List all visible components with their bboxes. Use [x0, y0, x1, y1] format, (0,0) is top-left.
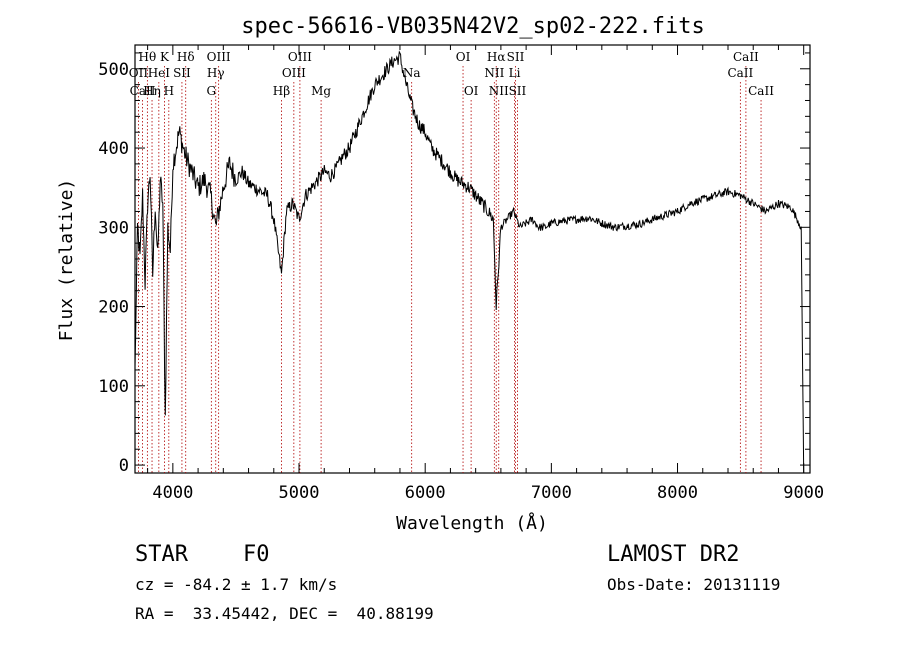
line-label: Mg: [311, 84, 331, 98]
line-label: Hδ: [177, 50, 195, 64]
y-tick-label: 400: [98, 139, 129, 159]
x-axis-label: Wavelength (Å): [396, 512, 548, 534]
line-marker-group: [138, 66, 762, 473]
y-tick-label: 200: [98, 298, 129, 318]
line-label: OIII: [282, 66, 306, 80]
line-label: SII: [507, 50, 525, 64]
line-label: Na: [403, 66, 421, 80]
chart-title: spec-56616-VB035N42V2_sp02-222.fits: [241, 14, 705, 39]
line-label: CaII: [727, 66, 753, 80]
x-tick-label: 6000: [405, 483, 446, 503]
plot-frame: [134, 44, 811, 474]
line-label: Hθ: [139, 50, 157, 64]
line-label: OIII: [288, 50, 312, 64]
line-label: H: [164, 84, 174, 98]
line-label: Li: [509, 66, 521, 80]
line-label: OII: [129, 66, 149, 80]
line-label: Hη: [143, 84, 161, 98]
x-tick-label: 8000: [657, 483, 698, 503]
redshift-text: cz = -84.2 ± 1.7 km/s: [135, 575, 337, 594]
object-subclass: F0: [243, 542, 270, 567]
coordinates-text: RA = 33.45442, DEC = 40.88199: [135, 604, 434, 623]
line-label: SII: [509, 84, 527, 98]
line-label: K: [160, 50, 170, 64]
line-label: OI: [456, 50, 471, 64]
line-label: HeI: [148, 66, 171, 80]
y-tick-label: 300: [98, 218, 129, 238]
line-label: Hβ: [273, 84, 290, 98]
x-tick-label: 4000: [152, 483, 193, 503]
x-tick-label: 5000: [279, 483, 320, 503]
line-label: CaII: [733, 50, 759, 64]
spectrum-line: [134, 50, 805, 474]
y-axis-ticks: 0 100 200 300 400 500: [98, 52, 810, 476]
line-label: NII: [484, 66, 504, 80]
x-tick-label: 7000: [531, 483, 572, 503]
line-label: Hγ: [207, 66, 225, 80]
observation-date: Obs-Date: 20131119: [607, 575, 780, 594]
y-tick-label: 0: [119, 456, 129, 476]
line-label: NII: [489, 84, 509, 98]
line-label: Hα: [487, 50, 506, 64]
y-tick-label: 100: [98, 377, 129, 397]
line-label: SII: [173, 66, 191, 80]
line-label: G: [207, 84, 217, 98]
x-tick-label: 9000: [783, 483, 824, 503]
y-axis-label: Flux (relative): [56, 179, 77, 342]
object-class: STAR: [135, 542, 189, 567]
line-label: CaII: [130, 84, 156, 98]
line-label: OI: [464, 84, 479, 98]
y-tick-label: 500: [98, 60, 129, 80]
survey-name: LAMOST DR2: [607, 542, 739, 567]
line-label: OIII: [207, 50, 231, 64]
line-label: CaII: [748, 84, 774, 98]
x-axis-ticks: 4000 5000 6000 7000 8000 9000: [147, 45, 824, 503]
